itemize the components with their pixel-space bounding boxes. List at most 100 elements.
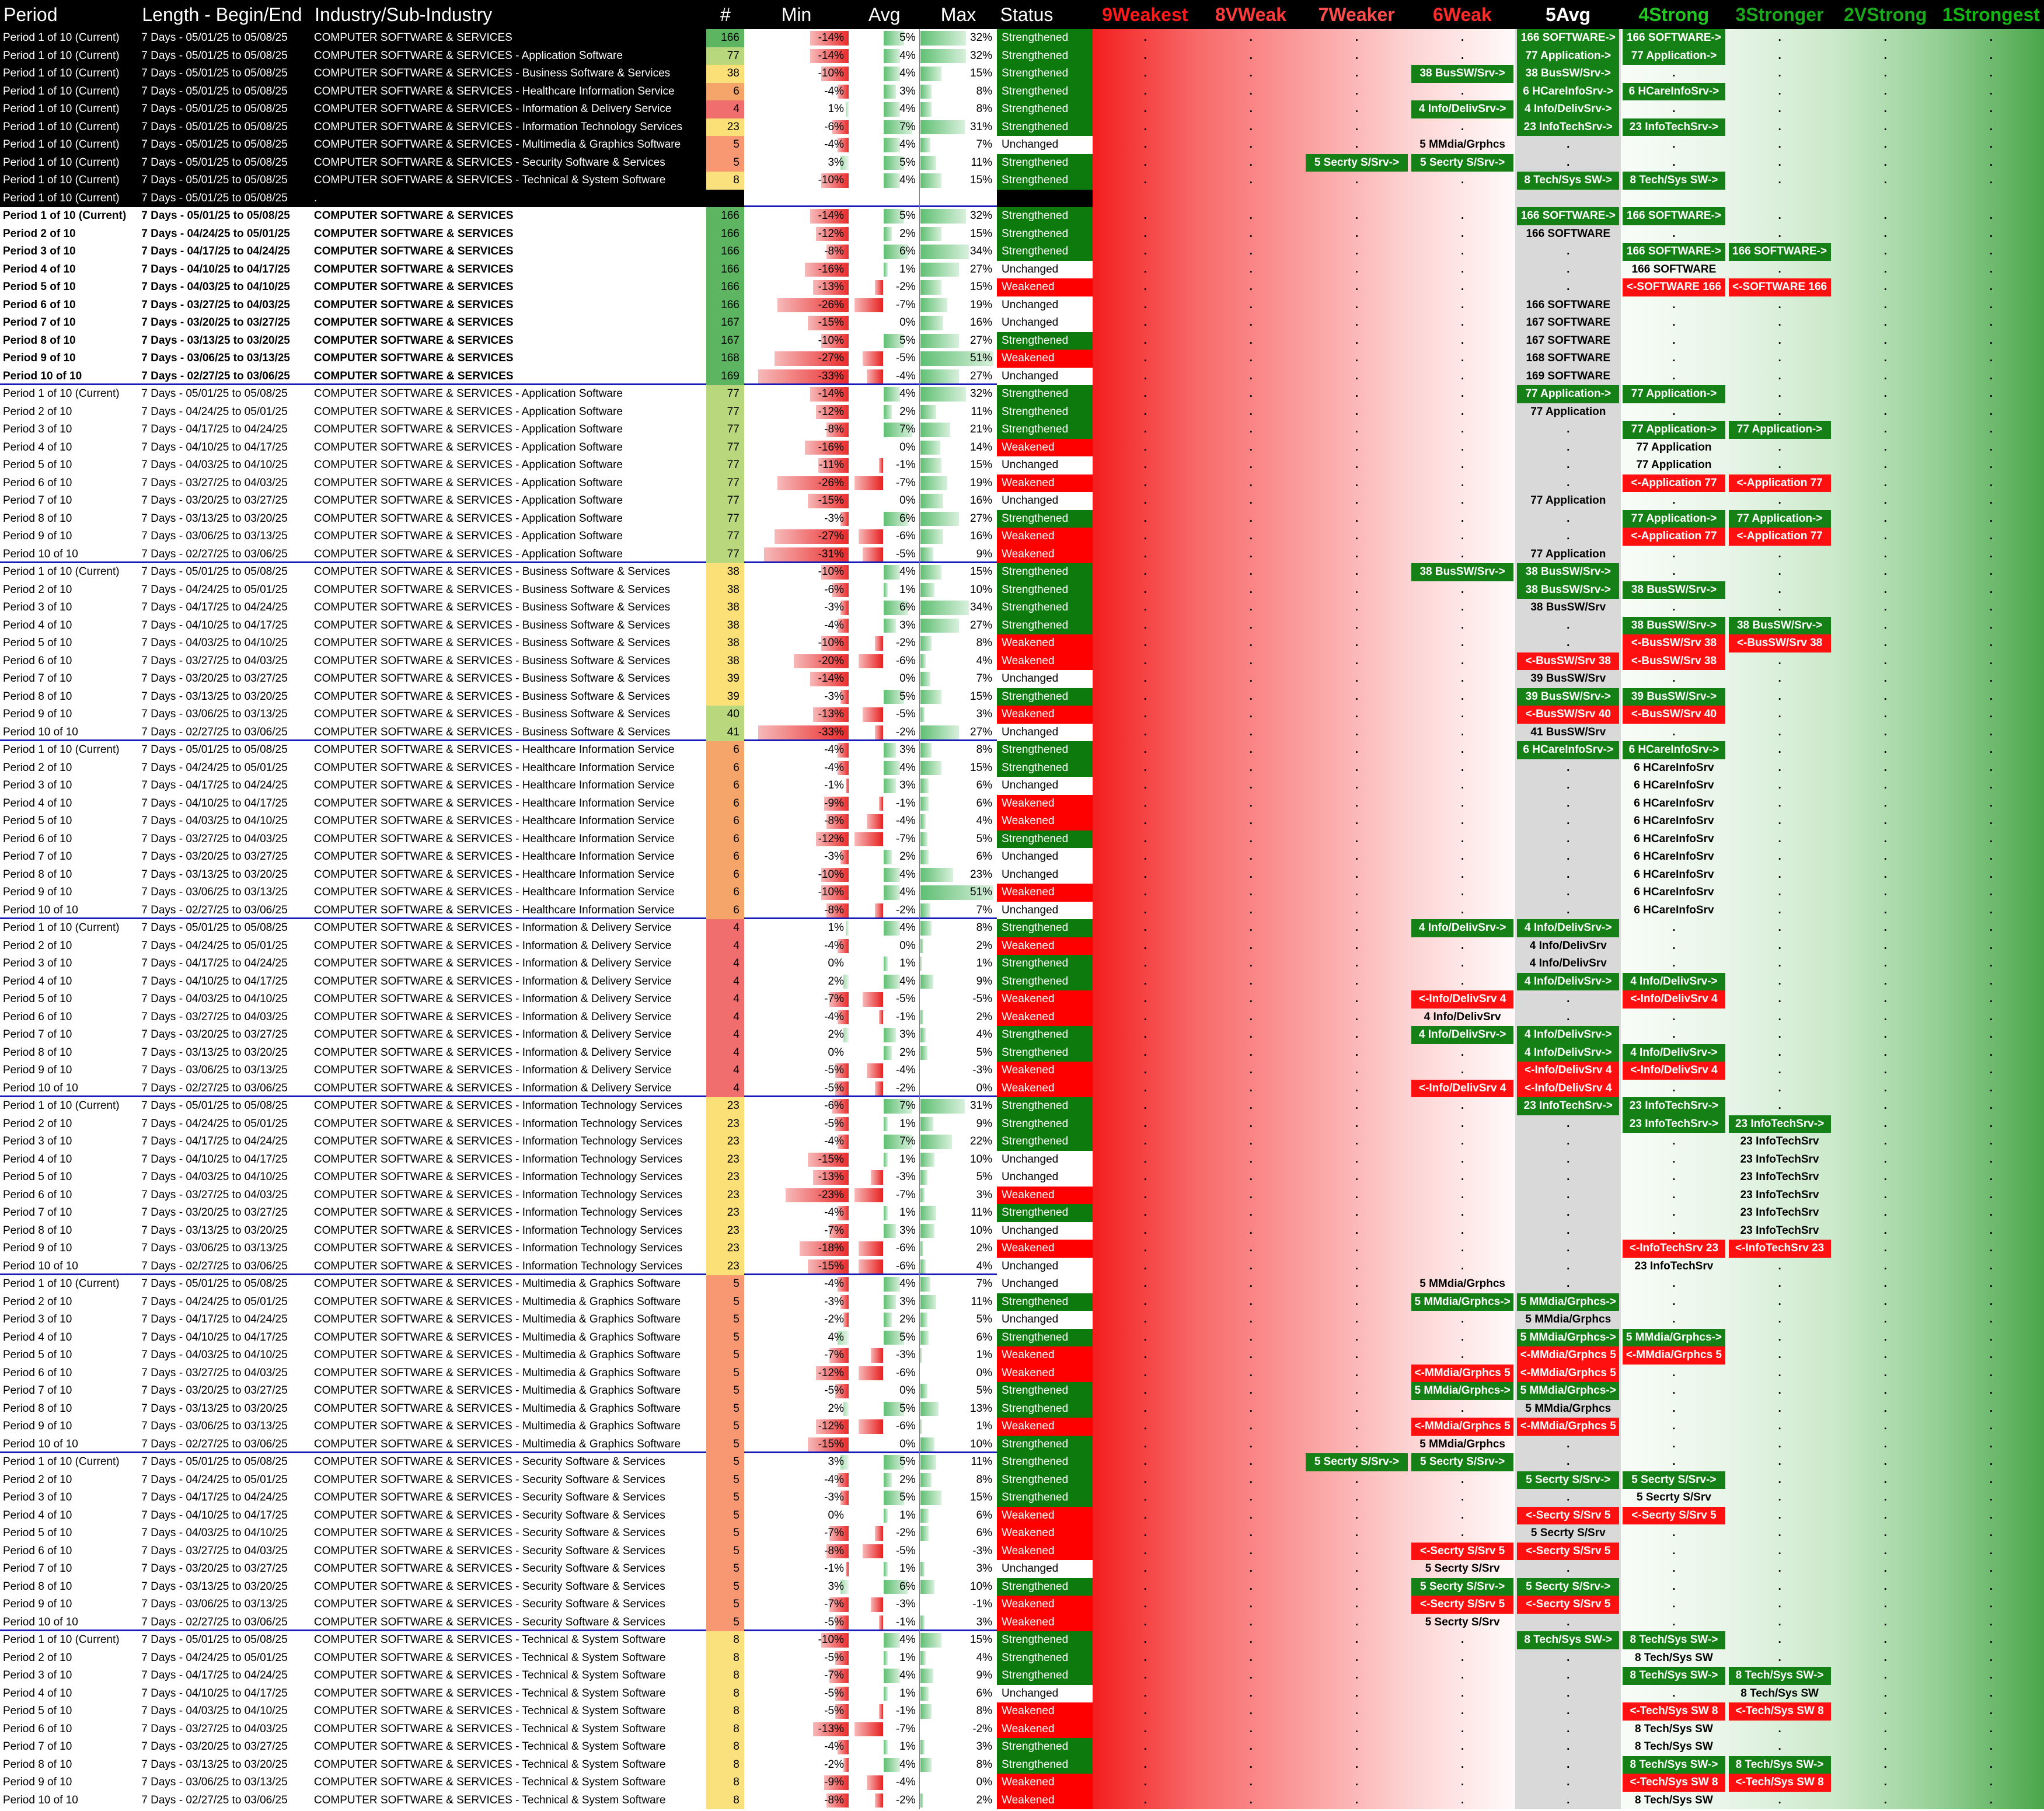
- min-cell: -4%: [744, 1471, 849, 1489]
- bucket-cell-4: .: [1410, 652, 1516, 670]
- bucket-cell-4: 5 MMdia/Grphcs->: [1410, 1382, 1516, 1400]
- bucket-placeholder: .: [1355, 1615, 1359, 1628]
- bucket-placeholder: .: [1883, 779, 1887, 791]
- avg-bar: [854, 476, 883, 490]
- bucket-cell-4: .: [1410, 1097, 1516, 1115]
- period-cell: Period 7 of 10: [3, 672, 72, 685]
- bucket-label: 166 SOFTWARE->: [1623, 207, 1725, 225]
- status-badge: Strengthened: [997, 207, 1093, 225]
- bucket-cell-2: .: [1198, 563, 1304, 581]
- bucket-placeholder: .: [1778, 405, 1781, 418]
- min-cell: -4%: [744, 1738, 849, 1756]
- length-cell: 7 Days - 02/27/25 to 03/06/25: [141, 725, 288, 738]
- period-cell: Period 2 of 10: [3, 1295, 72, 1308]
- min-bar: [835, 1704, 849, 1719]
- min-value: -11%: [818, 459, 844, 471]
- bucket-cell-3: .: [1303, 545, 1410, 563]
- industry-cell: COMPUTER SOFTWARE & SERVICES - Security …: [313, 1491, 665, 1503]
- industry-cell: COMPUTER SOFTWARE & SERVICES - Healthcar…: [313, 779, 675, 791]
- bucket-cell-2: .: [1198, 421, 1304, 439]
- bucket-placeholder: .: [1883, 369, 1887, 382]
- bucket-label: <-BusSW/Srv 40: [1517, 706, 1620, 724]
- bucket-cell-4: .: [1410, 723, 1516, 741]
- bucket-cell-3: .: [1303, 1560, 1410, 1578]
- bucket-label: 4 Info/DelivSrv->: [1517, 972, 1620, 990]
- bucket-label: 5 Secrty S/Srv: [1425, 1615, 1500, 1628]
- table-row: Period 1 of 10 (Current) 7 Days - 05/01/2…: [0, 563, 2044, 581]
- max-value: 8%: [976, 103, 993, 115]
- max-cell: 11%: [920, 154, 997, 172]
- min-bar: [815, 226, 849, 241]
- avg-value: -2%: [895, 281, 916, 293]
- avg-cell: 5%: [849, 1400, 920, 1418]
- bucket-cell-6: 6 HCareInfoSrv: [1621, 884, 1727, 902]
- avg-value: 5%: [899, 1491, 916, 1503]
- bucket-cell-4: .: [1410, 1186, 1516, 1204]
- count-cell: 23: [706, 1115, 744, 1133]
- bucket-cell-6: 6 HCareInfoSrv->: [1621, 82, 1727, 100]
- bucket-placeholder: .: [1989, 1331, 1993, 1344]
- min-cell: -11%: [744, 456, 849, 474]
- avg-bar: [878, 1704, 883, 1719]
- bucket-placeholder: .: [1778, 1402, 1781, 1415]
- avg-cell: 3%: [849, 777, 920, 795]
- bucket-placeholder: .: [1989, 1740, 1993, 1753]
- bucket-placeholder: .: [1355, 547, 1359, 560]
- avg-value: -5%: [895, 993, 916, 1005]
- header-bucket-5: 5Avg: [1546, 4, 1591, 25]
- min-cell: -26%: [744, 474, 849, 493]
- avg-value: -4%: [895, 1064, 916, 1076]
- max-bar: [920, 654, 926, 668]
- max-cell: 27%: [920, 724, 997, 742]
- bucket-cell-5: <-Secrty S/Srv 5: [1515, 1542, 1621, 1560]
- bucket-placeholder: .: [1883, 1135, 1887, 1147]
- length-cell: 7 Days - 03/27/25 to 04/03/25: [141, 654, 288, 667]
- length-cell: 7 Days - 02/27/25 to 03/06/25: [141, 547, 288, 560]
- bucket-cell-3: .: [1303, 1702, 1410, 1721]
- bucket-cell-6: 8 Tech/Sys SW->: [1621, 172, 1727, 190]
- max-cell: 4%: [920, 1258, 997, 1276]
- bucket-placeholder: .: [1460, 619, 1464, 631]
- period-cell: Period 4 of 10: [3, 263, 76, 275]
- max-cell: 27%: [920, 617, 997, 635]
- avg-cell: 2%: [849, 225, 920, 243]
- avg-bar: [874, 280, 883, 295]
- bucket-cell-5: <-Secrty S/Srv 5: [1515, 1506, 1621, 1524]
- period-cell: Period 4 of 10: [3, 441, 72, 453]
- table-row: Period 1 of 10 (Current) 7 Days - 05/01/2…: [0, 1275, 2044, 1293]
- bucket-cell-4: .: [1410, 225, 1516, 243]
- bucket-placeholder: .: [1778, 352, 1781, 364]
- table-row: Period 4 of 10 7 Days - 04/10/25 to 04/17…: [0, 972, 2044, 990]
- avg-cell: -1%: [849, 794, 920, 813]
- max-cell: 7%: [920, 136, 997, 154]
- max-cell: 10%: [920, 1222, 997, 1240]
- bucket-cell-9: .: [1938, 1240, 2044, 1258]
- avg-bar: [883, 974, 900, 989]
- bucket-placeholder: .: [1143, 1153, 1147, 1166]
- industry-cell: COMPUTER SOFTWARE & SERVICES - Informati…: [311, 100, 707, 118]
- length-cell: 7 Days - 05/01/25 to 05/08/25: [141, 388, 288, 400]
- bucket-label: 38 BusSW/Srv->: [1517, 65, 1620, 83]
- min-value: -33%: [818, 369, 844, 382]
- bucket-cell-6: <-Application 77: [1621, 528, 1727, 546]
- bucket-cell-1: .: [1092, 260, 1198, 278]
- bucket-placeholder: .: [1143, 388, 1147, 400]
- table-row: Period 6 of 10 7 Days - 03/27/25 to 04/03…: [0, 830, 2044, 848]
- bucket-cell-1: .: [1092, 955, 1198, 973]
- bucket-placeholder: .: [1883, 1722, 1887, 1735]
- bucket-placeholder: .: [1672, 672, 1676, 685]
- bucket-placeholder: .: [1249, 263, 1253, 275]
- industry-cell: COMPUTER SOFTWARE & SERVICES - Technical…: [313, 1687, 666, 1700]
- bucket-placeholder: .: [1989, 210, 1993, 222]
- period-cell: Period 5 of 10: [3, 459, 72, 471]
- count-cell: 4: [706, 972, 744, 990]
- bucket-cell-7: .: [1726, 332, 1833, 350]
- bucket-placeholder: .: [1249, 1028, 1253, 1041]
- max-value: 2%: [976, 939, 993, 952]
- max-cell: 13%: [920, 1400, 997, 1418]
- bucket-placeholder: .: [1989, 1402, 1993, 1415]
- bucket-label: 77 Application: [1530, 494, 1606, 507]
- min-cell: -7%: [744, 990, 849, 1009]
- table-row: Period 10 of 10 7 Days - 02/27/25 to 03/0…: [0, 723, 2044, 742]
- bucket-cell-3: .: [1303, 65, 1410, 83]
